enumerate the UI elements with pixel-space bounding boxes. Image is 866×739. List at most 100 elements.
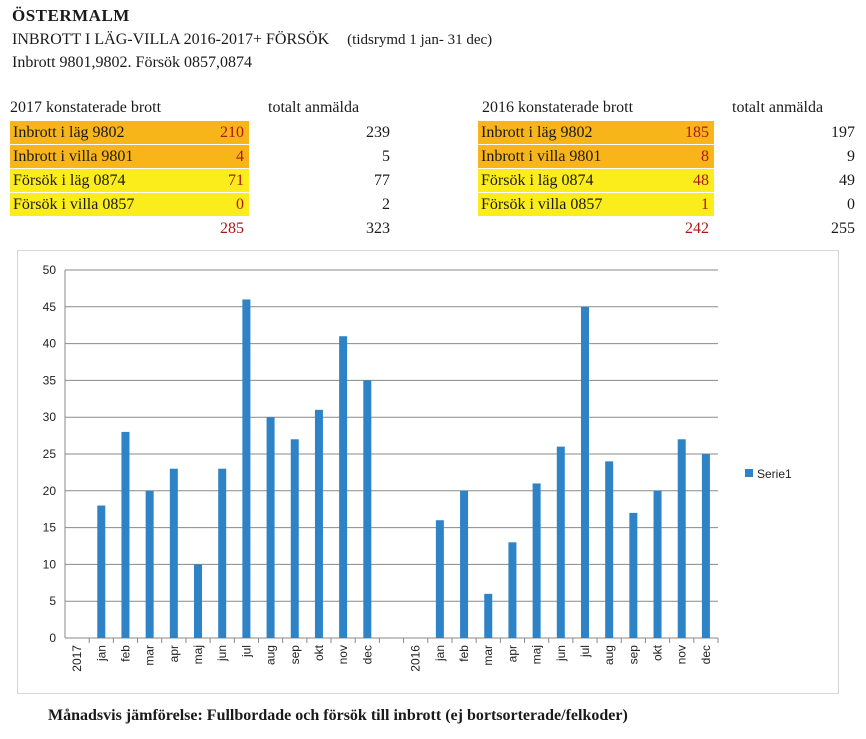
x-tick-label: jun <box>215 645 229 662</box>
row-label: Försök i läg 0874 <box>10 169 249 192</box>
row-label: Inbrott i villa 9801 <box>478 145 714 168</box>
x-tick-label: 2017 <box>70 645 84 672</box>
bar <box>605 461 614 638</box>
bar <box>314 409 323 638</box>
bar <box>121 431 130 638</box>
chart-caption: Månadsvis jämförelse: Fullbordade och fö… <box>48 707 628 724</box>
x-tick-label: maj <box>191 645 205 664</box>
table-row: Försök i villa 0857 0 2 <box>10 193 390 216</box>
bar <box>169 468 178 638</box>
sum-row: 285 323 <box>10 217 390 240</box>
x-tick-label: sep <box>626 645 640 665</box>
time-range: (tidsrymd 1 jan- 31 dec) <box>347 32 493 48</box>
page-title: ÖSTERMALM <box>12 6 130 25</box>
row-value: 4 <box>236 148 244 165</box>
bar <box>363 380 372 638</box>
bar <box>266 417 275 638</box>
chart-area: 0 5 10 15 20 25 30 35 40 45 50 2017 jan feb mar apr maj j… <box>17 250 839 694</box>
row-total: 2 <box>382 196 390 213</box>
x-tick-label: sep <box>288 645 302 665</box>
x-tick-label: maj <box>530 645 544 664</box>
table-row: Inbrott i villa 9801 8 9 <box>478 145 855 168</box>
x-tick-label: okt <box>312 644 326 661</box>
row-label: Inbrott i läg 9802 <box>10 121 249 144</box>
bar <box>435 520 444 638</box>
bar <box>532 483 541 638</box>
bar <box>194 564 203 638</box>
row-label: Försök i villa 0857 <box>10 193 249 216</box>
row-label: Inbrott i läg 9802 <box>478 121 714 144</box>
y-tick-label: 5 <box>49 594 56 608</box>
bar <box>97 505 106 638</box>
x-tick-label: nov <box>336 645 350 664</box>
row-value: 0 <box>236 196 244 213</box>
row-total: 9 <box>847 148 855 165</box>
table-row: Inbrott i läg 9802 210 239 <box>10 121 390 144</box>
y-tick-label: 30 <box>43 410 57 424</box>
subtitle-text: INBROTT I LÄG-VILLA 2016-2017+ FÖRSÖK <box>12 31 330 48</box>
row-total: 0 <box>847 196 855 213</box>
sum-total: 323 <box>366 220 390 237</box>
x-tick-label: apr <box>167 645 181 662</box>
y-tick-label: 20 <box>43 484 57 498</box>
bar <box>460 490 469 638</box>
x-tick-label: apr <box>505 645 519 662</box>
bar <box>701 454 710 638</box>
row-value: 48 <box>693 172 709 189</box>
y-tick-label: 35 <box>43 373 57 387</box>
table-row: Inbrott i villa 9801 4 5 <box>10 145 390 168</box>
x-tick-label: feb <box>457 645 471 662</box>
table-row: Försök i villa 0857 1 0 <box>478 193 855 216</box>
row-value: 185 <box>685 124 709 141</box>
legend-swatch <box>745 469 753 477</box>
y-tick-label: 10 <box>43 557 57 571</box>
row-value: 71 <box>228 172 244 189</box>
table-caption: 2017 konstaterade brott <box>10 99 162 116</box>
bar <box>580 306 589 638</box>
x-tick-label: feb <box>118 645 132 662</box>
bar <box>339 336 348 638</box>
y-tick-label: 0 <box>49 631 56 645</box>
x-tick-label: aug <box>602 645 616 665</box>
crime-codes: Inbrott 9801,9802. Försök 0857,0874 <box>12 54 252 71</box>
bar <box>556 446 565 638</box>
sum-total: 255 <box>831 220 855 237</box>
x-tick-label: okt <box>651 644 665 661</box>
bar <box>629 512 638 638</box>
x-tick-label: nov <box>675 645 689 664</box>
table-caption: 2016 konstaterade brott <box>482 99 634 116</box>
x-tick-label: dec <box>699 645 713 664</box>
row-total: 5 <box>382 148 390 165</box>
x-tick-label: jan <box>94 645 108 662</box>
bar <box>677 439 686 638</box>
row-label: Inbrott i villa 9801 <box>10 145 249 168</box>
x-tick-label: jun <box>554 645 568 662</box>
bar <box>484 593 493 638</box>
row-label: Försök i läg 0874 <box>478 169 714 192</box>
y-tick-label: 40 <box>43 337 57 351</box>
x-tick-label: jul <box>578 645 592 658</box>
total-header: totalt anmälda <box>732 99 824 116</box>
bar <box>218 468 227 638</box>
table-row: Försök i läg 0874 71 77 <box>10 169 390 192</box>
sum-value: 242 <box>685 220 709 237</box>
row-total: 239 <box>366 124 390 141</box>
row-total: 197 <box>831 124 855 141</box>
x-tick-label: mar <box>143 645 157 666</box>
sum-row: 242 255 <box>478 217 855 240</box>
sum-value: 285 <box>220 220 244 237</box>
row-total: 77 <box>374 172 390 189</box>
table-row: Försök i läg 0874 48 49 <box>478 169 855 192</box>
x-tick-label: mar <box>481 645 495 666</box>
y-tick-label: 15 <box>43 521 57 535</box>
row-value: 8 <box>701 148 709 165</box>
x-tick-label: aug <box>264 645 278 665</box>
x-tick-label: jul <box>239 645 253 658</box>
x-tick-label: jan <box>433 645 447 662</box>
bar <box>653 490 662 638</box>
row-total: 49 <box>839 172 855 189</box>
bar <box>508 542 517 638</box>
bar <box>145 490 154 638</box>
x-tick-label: 2016 <box>409 645 423 672</box>
